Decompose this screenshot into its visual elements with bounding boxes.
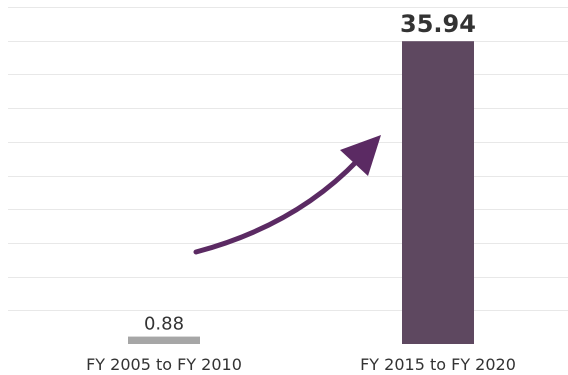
data-label: 0.88: [144, 314, 184, 335]
x-tick-label: FY 2005 to FY 2010: [86, 355, 242, 374]
data-labels: 0.88 35.94: [144, 10, 476, 334]
bars: [128, 41, 474, 344]
x-tick-label: FY 2015 to FY 2020: [360, 355, 516, 374]
growth-arrow-head: [340, 135, 381, 176]
x-tick-labels: FY 2005 to FY 2010 FY 2015 to FY 2020: [86, 355, 516, 374]
bar: [128, 336, 200, 344]
growth-arrow-shaft: [193, 157, 361, 255]
growth-arrow: [193, 135, 381, 255]
bar: [402, 41, 474, 344]
data-label: 35.94: [400, 10, 476, 38]
gridlines: [8, 7, 568, 311]
